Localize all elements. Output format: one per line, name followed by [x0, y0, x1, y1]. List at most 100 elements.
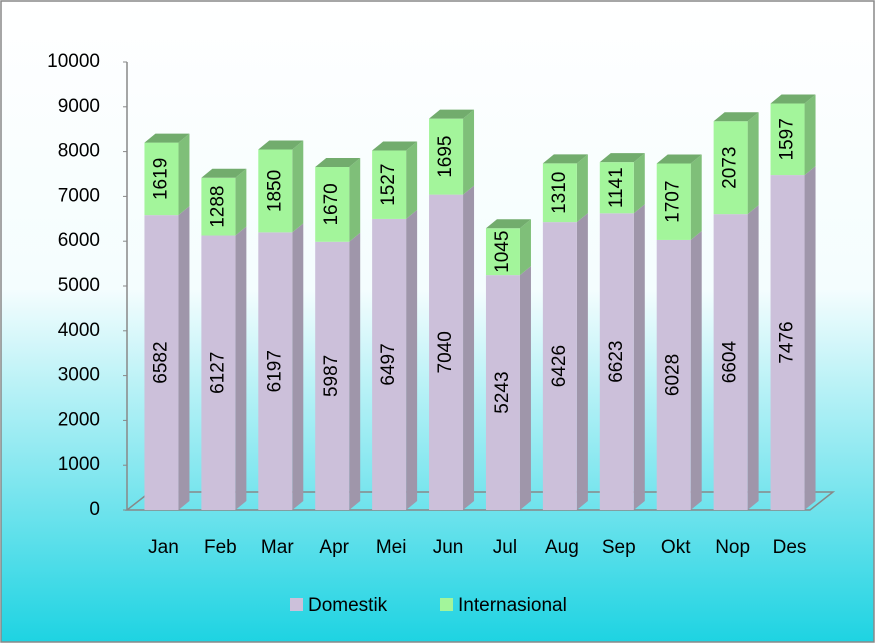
value-label: 1310 — [549, 172, 570, 214]
x-tick-label: Apr — [319, 537, 349, 558]
bar — [258, 232, 293, 511]
value-label: 1045 — [492, 231, 513, 273]
bar — [144, 215, 179, 510]
legend-swatch — [290, 598, 303, 611]
bar-side — [747, 112, 759, 215]
bar — [770, 103, 805, 176]
y-tick-label: 7000 — [58, 185, 100, 206]
value-label: 5243 — [492, 371, 513, 413]
bar-top — [770, 94, 816, 104]
bar-side — [576, 213, 588, 510]
y-tick-label: 4000 — [58, 320, 100, 341]
bar-top — [599, 153, 645, 163]
bar — [542, 222, 577, 510]
value-label: 1670 — [321, 183, 342, 225]
value-label: 6623 — [606, 341, 627, 383]
bar-side — [406, 141, 418, 219]
y-tick-label: 0 — [89, 499, 100, 520]
x-tick-label: Feb — [204, 537, 237, 558]
legend-label: Internasional — [458, 595, 567, 616]
bar — [258, 149, 293, 233]
bar — [542, 163, 577, 223]
value-label: 6197 — [264, 350, 285, 392]
bar-side — [519, 266, 531, 510]
value-label: 1707 — [663, 181, 684, 223]
bar-top — [656, 154, 702, 164]
bar-top — [542, 154, 588, 164]
y-tick-label: 5000 — [58, 275, 100, 296]
bar-side — [235, 168, 247, 236]
bar-side — [519, 219, 531, 276]
bar-side — [463, 109, 475, 195]
bar-top — [429, 109, 475, 119]
bar — [201, 235, 236, 510]
value-label: 1597 — [777, 118, 798, 160]
bar-side — [633, 204, 645, 510]
floor — [124, 491, 836, 511]
value-label: 6028 — [663, 354, 684, 396]
y-tick-label: 8000 — [58, 141, 100, 162]
y-tick-label: 9000 — [58, 96, 100, 117]
bar-side — [406, 209, 418, 511]
legend-label: Domestik — [308, 595, 388, 616]
value-label: 6426 — [549, 345, 570, 387]
x-tick-label: Nop — [715, 537, 750, 558]
x-tick-label: Mei — [376, 537, 407, 558]
bar-side — [804, 94, 816, 176]
bar-side — [690, 154, 702, 240]
bar-top — [258, 140, 304, 150]
legend-swatch — [440, 598, 453, 611]
bar-top — [315, 157, 361, 167]
x-tick-label: Okt — [661, 537, 691, 558]
bar — [429, 118, 464, 195]
value-label: 6497 — [378, 343, 399, 385]
y-tick-label: 10000 — [47, 51, 100, 72]
bar-side — [633, 153, 645, 214]
bar — [713, 214, 748, 510]
y-tick-label: 1000 — [58, 454, 100, 475]
value-label: 6127 — [207, 352, 228, 394]
bar-side — [349, 157, 361, 242]
bar-top — [372, 141, 418, 151]
value-label: 6604 — [720, 341, 741, 384]
x-tick-label: Mar — [261, 537, 294, 558]
bar — [485, 275, 520, 510]
value-label: 7040 — [435, 331, 456, 373]
bar-side — [292, 140, 304, 233]
value-label: 1695 — [435, 135, 456, 177]
x-tick-label: Sep — [602, 537, 636, 558]
bar — [713, 121, 748, 215]
bar — [599, 213, 634, 510]
x-tick-label: Aug — [545, 537, 579, 558]
bar-top — [713, 112, 759, 122]
bar-top — [201, 168, 247, 178]
bar-side — [178, 206, 190, 510]
value-label: 5987 — [321, 355, 342, 397]
bar — [599, 162, 634, 214]
x-tick-label: Jan — [148, 537, 179, 558]
bar — [144, 142, 179, 216]
bar — [656, 239, 691, 510]
value-label: 2073 — [720, 147, 741, 189]
bar-side — [178, 133, 190, 216]
value-label: 1141 — [606, 167, 627, 208]
bar — [372, 150, 407, 219]
x-tick-label: Jun — [433, 537, 464, 558]
bar — [315, 241, 350, 510]
x-tick-label: Des — [773, 537, 807, 558]
x-tick-label: Jul — [493, 537, 517, 558]
value-label: 1850 — [264, 170, 285, 212]
bar — [429, 194, 464, 510]
bar — [656, 163, 691, 240]
bar-side — [576, 154, 588, 223]
y-tick-label: 3000 — [58, 365, 100, 386]
y-tick-label: 2000 — [58, 409, 100, 430]
bar — [315, 166, 350, 242]
value-label: 1619 — [150, 158, 171, 200]
bar — [201, 177, 236, 236]
bar-side — [747, 205, 759, 510]
value-label: 1288 — [207, 186, 228, 228]
y-tick-label: 6000 — [58, 230, 100, 251]
bar-side — [463, 185, 475, 510]
